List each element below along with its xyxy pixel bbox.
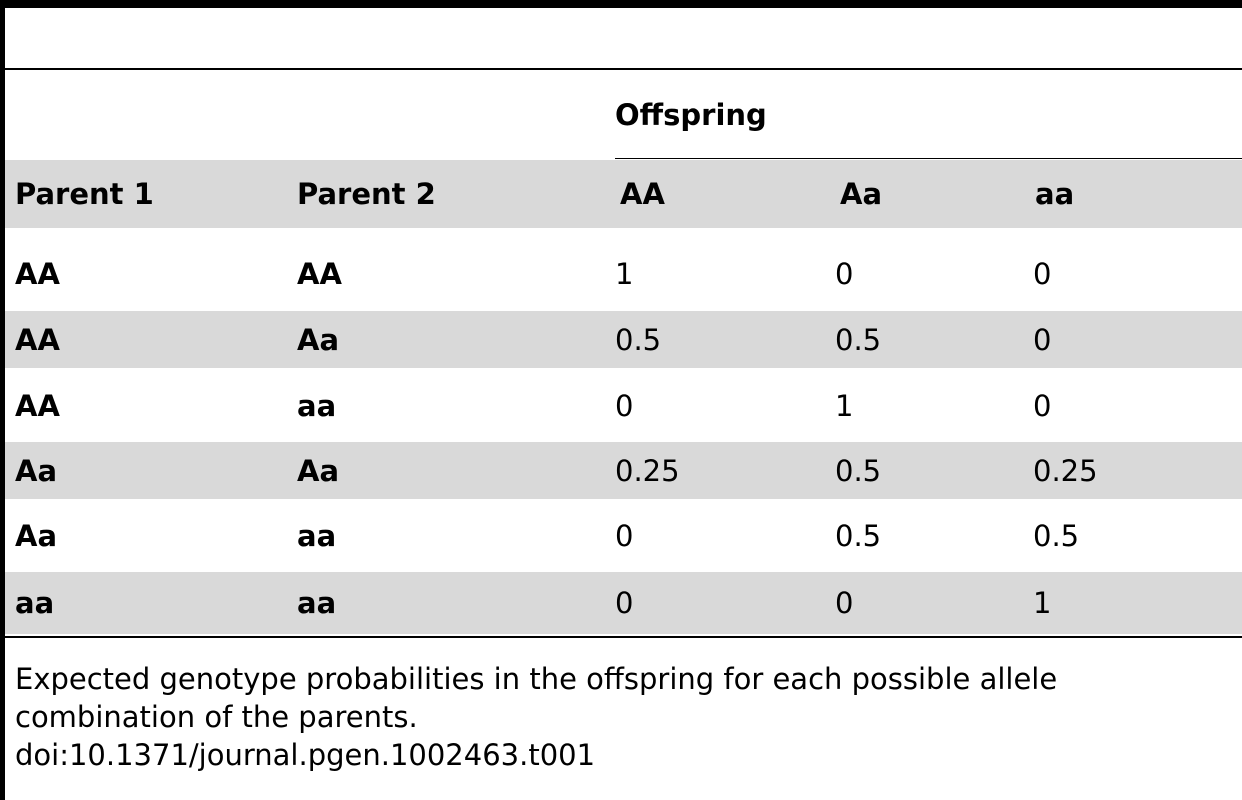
offspring-AA-cell: 0 <box>615 586 634 620</box>
offspring-AA-cell: 1 <box>615 256 634 291</box>
table-row: AA aa 0 1 0 <box>5 377 1242 434</box>
table-bottom-rule <box>5 636 1242 638</box>
parent-2-cell: Aa <box>297 453 340 488</box>
offspring-AA-cell: 0 <box>615 518 634 553</box>
column-header-aa: aa <box>1035 177 1075 211</box>
top-rule <box>0 0 1242 8</box>
offspring-aa-cell: 0 <box>1033 256 1052 291</box>
offspring-aa-cell: 0 <box>1033 322 1052 357</box>
offspring-Aa-cell: 0.5 <box>835 322 882 357</box>
offspring-aa-cell: 0.5 <box>1033 518 1080 553</box>
table-header-row: Parent 1 Parent 2 AA Aa aa <box>5 160 1242 228</box>
parent-2-cell: Aa <box>297 322 340 357</box>
parent-2-cell: AA <box>297 256 342 291</box>
offspring-group-header: Offspring <box>615 98 767 132</box>
column-header-parent-1: Parent 1 <box>15 177 154 211</box>
caption-text: Expected genotype probabilities in the o… <box>15 662 1058 734</box>
offspring-AA-cell: 0.25 <box>615 453 680 488</box>
offspring-aa-cell: 0 <box>1033 388 1052 423</box>
table-row: AA Aa 0.5 0.5 0 <box>5 311 1242 368</box>
parent-2-cell: aa <box>297 388 337 423</box>
parent-1-cell: AA <box>15 256 60 291</box>
parent-1-cell: AA <box>15 388 60 423</box>
table-row: AA AA 1 0 0 <box>5 245 1242 302</box>
offspring-underline <box>615 158 1242 159</box>
column-header-Aa: Aa <box>840 177 883 211</box>
table-caption: Expected genotype probabilities in the o… <box>15 660 1235 774</box>
parent-1-cell: Aa <box>15 518 58 553</box>
left-border <box>0 0 5 800</box>
offspring-aa-cell: 0.25 <box>1033 453 1098 488</box>
offspring-Aa-cell: 0 <box>835 586 854 620</box>
offspring-Aa-cell: 0.5 <box>835 518 882 553</box>
column-header-parent-2: Parent 2 <box>297 177 436 211</box>
offspring-Aa-cell: 0 <box>835 256 854 291</box>
table-top-rule <box>5 68 1242 70</box>
offspring-Aa-cell: 1 <box>835 388 854 423</box>
parent-2-cell: aa <box>297 518 337 553</box>
table-row: Aa Aa 0.25 0.5 0.25 <box>5 442 1242 499</box>
offspring-AA-cell: 0.5 <box>615 322 662 357</box>
parent-1-cell: AA <box>15 322 60 357</box>
offspring-AA-cell: 0 <box>615 388 634 423</box>
offspring-Aa-cell: 0.5 <box>835 453 882 488</box>
offspring-aa-cell: 1 <box>1033 586 1052 620</box>
parent-2-cell: aa <box>297 586 337 620</box>
parent-1-cell: aa <box>15 586 55 620</box>
parent-1-cell: Aa <box>15 453 58 488</box>
column-header-AA: AA <box>620 177 665 211</box>
caption-doi: doi:10.1371/journal.pgen.1002463.t001 <box>15 738 596 772</box>
table-row: aa aa 0 0 1 <box>5 572 1242 634</box>
table-row: Aa aa 0 0.5 0.5 <box>5 507 1242 564</box>
